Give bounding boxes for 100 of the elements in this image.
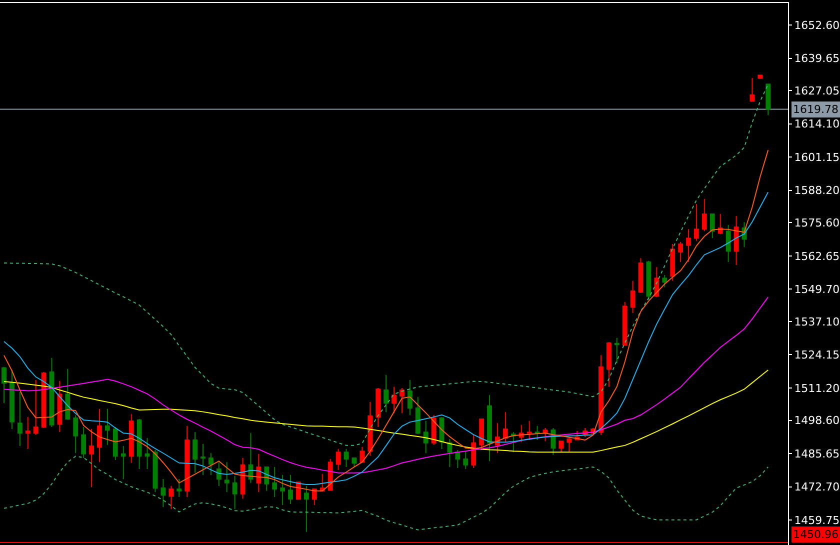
- candlestick: [112, 426, 118, 461]
- candlestick: [65, 368, 70, 420]
- ref-line-label: 1619.78: [793, 103, 838, 116]
- candlestick: [423, 420, 428, 454]
- candlestick: [455, 450, 460, 469]
- candlestick: [471, 434, 476, 469]
- candlestick: [534, 425, 540, 441]
- candlestick: [81, 426, 86, 458]
- candlestick: [352, 458, 357, 468]
- y-tick-label: 1627.05: [794, 84, 840, 98]
- candlestick: [710, 213, 715, 239]
- candlestick: [678, 241, 683, 262]
- candlestick: [598, 354, 604, 436]
- candlestick: [400, 387, 404, 414]
- candlestick: [336, 448, 341, 471]
- candlestick: [526, 420, 532, 441]
- candlestick: [622, 301, 628, 346]
- candlestick: [726, 224, 731, 262]
- y-tick-label: 1652.60: [794, 18, 840, 32]
- y-tick-label: 1511.20: [794, 382, 840, 395]
- candlestick: [312, 488, 317, 506]
- y-tick-label: 1537.10: [794, 315, 840, 328]
- ref-line-label: 1450.96: [793, 528, 838, 541]
- line-series: [3, 369, 769, 453]
- candlestick: [758, 74, 763, 79]
- candlestick: [25, 416, 30, 450]
- candlestick: [33, 379, 38, 436]
- candlestick: [694, 203, 699, 242]
- line-series: [3, 296, 769, 474]
- candlestick: [566, 436, 572, 453]
- candlestick: [415, 396, 420, 435]
- candlestick: [447, 438, 452, 468]
- candlestick: [2, 366, 6, 404]
- candlestick: [368, 402, 373, 456]
- candlestick: [431, 414, 436, 446]
- candlestick: [176, 478, 182, 498]
- candlestick: [272, 466, 278, 498]
- candlestick: [646, 260, 652, 300]
- candlestick: [304, 485, 309, 532]
- candlestick: [89, 428, 94, 488]
- candlestick: [766, 84, 771, 116]
- candlestick: [750, 77, 755, 102]
- candlestick: [248, 432, 254, 484]
- candlestick: [256, 453, 262, 493]
- candlestick: [662, 274, 668, 288]
- candlestick: [384, 374, 388, 413]
- candlestick: [168, 485, 174, 510]
- y-tick-label: 1524.15: [794, 348, 840, 362]
- candlestick: [280, 474, 286, 506]
- candlestick: [97, 408, 102, 463]
- y-tick-label: 1498.60: [794, 414, 840, 428]
- candlestick: [463, 450, 468, 470]
- candlestick: [232, 475, 238, 510]
- candlestick: [224, 462, 230, 493]
- candlestick: [105, 408, 110, 446]
- y-tick-label: 1588.20: [794, 184, 840, 198]
- candlestick: [606, 342, 612, 388]
- candlestick: [502, 412, 508, 443]
- candlestick: [136, 418, 142, 470]
- candlestick: [344, 448, 349, 468]
- candlestick: [702, 198, 707, 232]
- y-tick-label: 1485.65: [794, 447, 840, 460]
- y-tick-label: 1614.10: [794, 118, 840, 131]
- candlestick: [670, 243, 676, 282]
- candlestick: [184, 425, 190, 498]
- line-series: [3, 84, 769, 446]
- candlestick: [407, 379, 412, 416]
- candlestick: [360, 446, 365, 463]
- candlestick: [718, 213, 723, 235]
- candlestick: [479, 418, 484, 451]
- candlestick: [160, 478, 166, 508]
- y-tick-label: 1575.60: [794, 216, 840, 230]
- candlestick: [120, 445, 126, 480]
- candlestick: [144, 437, 150, 470]
- candlestick: [392, 386, 396, 414]
- y-tick-label: 1549.70: [794, 282, 840, 296]
- candlestick: [614, 337, 620, 364]
- candlestick: [17, 392, 22, 446]
- candlestick: [328, 458, 333, 491]
- y-tick-label: 1472.70: [794, 480, 840, 494]
- candlestick: [734, 216, 739, 266]
- candlestick: [558, 440, 564, 453]
- candlestick: [376, 387, 381, 428]
- line-series: [3, 456, 769, 530]
- candlestick: [686, 228, 691, 262]
- candlestick: [638, 258, 644, 294]
- candlestick: [216, 462, 222, 486]
- candlestick: [630, 280, 636, 314]
- y-tick-label: 1639.65: [794, 52, 840, 66]
- candlestick: [128, 414, 134, 464]
- candlestick: [9, 369, 14, 430]
- candlestick: [73, 414, 78, 454]
- candlestick: [200, 443, 206, 476]
- y-tick-label: 1601.15: [794, 150, 840, 164]
- candlestick: [288, 474, 293, 504]
- candlestick: [192, 432, 198, 474]
- candlestick: [208, 452, 214, 476]
- candlestick: [510, 432, 516, 453]
- y-tick-label: 1459.75: [794, 514, 840, 527]
- y-tick-label: 1562.65: [794, 250, 840, 263]
